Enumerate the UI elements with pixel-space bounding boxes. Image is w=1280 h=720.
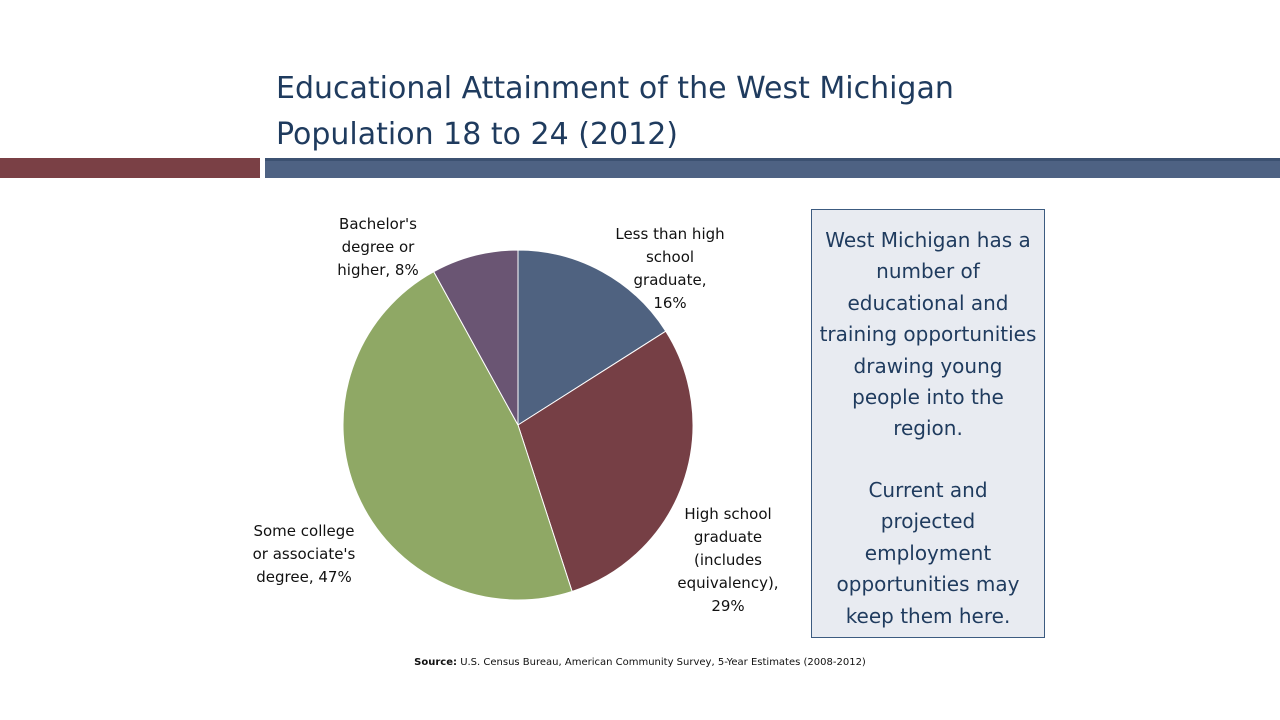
source-text: U.S. Census Bureau, American Community S… <box>460 657 866 668</box>
pie-slice-3 <box>433 249 519 426</box>
pie-slice-2 <box>342 270 573 601</box>
callout-paragraph-2: Current and projected employment opportu… <box>836 478 1020 628</box>
pie-slice-1 <box>517 330 694 593</box>
callout-paragraph-1: West Michigan has a number of educationa… <box>819 228 1037 441</box>
source-label: Source: <box>414 657 457 668</box>
label-high-school-graduate: High school graduate (includes equivalen… <box>677 505 779 615</box>
accent-bar-left <box>0 158 260 178</box>
source-note: Source: U.S. Census Bureau, American Com… <box>0 657 1280 668</box>
label-bachelors: Bachelor's degree or higher, 8% <box>337 215 419 279</box>
callout-box: West Michigan has a number of educationa… <box>811 209 1045 638</box>
label-some-college: Some college or associate's degree, 47% <box>252 522 356 586</box>
pie-slice-0 <box>517 249 667 426</box>
slide-title: Educational Attainment of the West Michi… <box>276 71 954 152</box>
accent-bar-right <box>265 158 1280 178</box>
label-less-than-high-school: Less than high school graduate, 16% <box>615 225 725 312</box>
